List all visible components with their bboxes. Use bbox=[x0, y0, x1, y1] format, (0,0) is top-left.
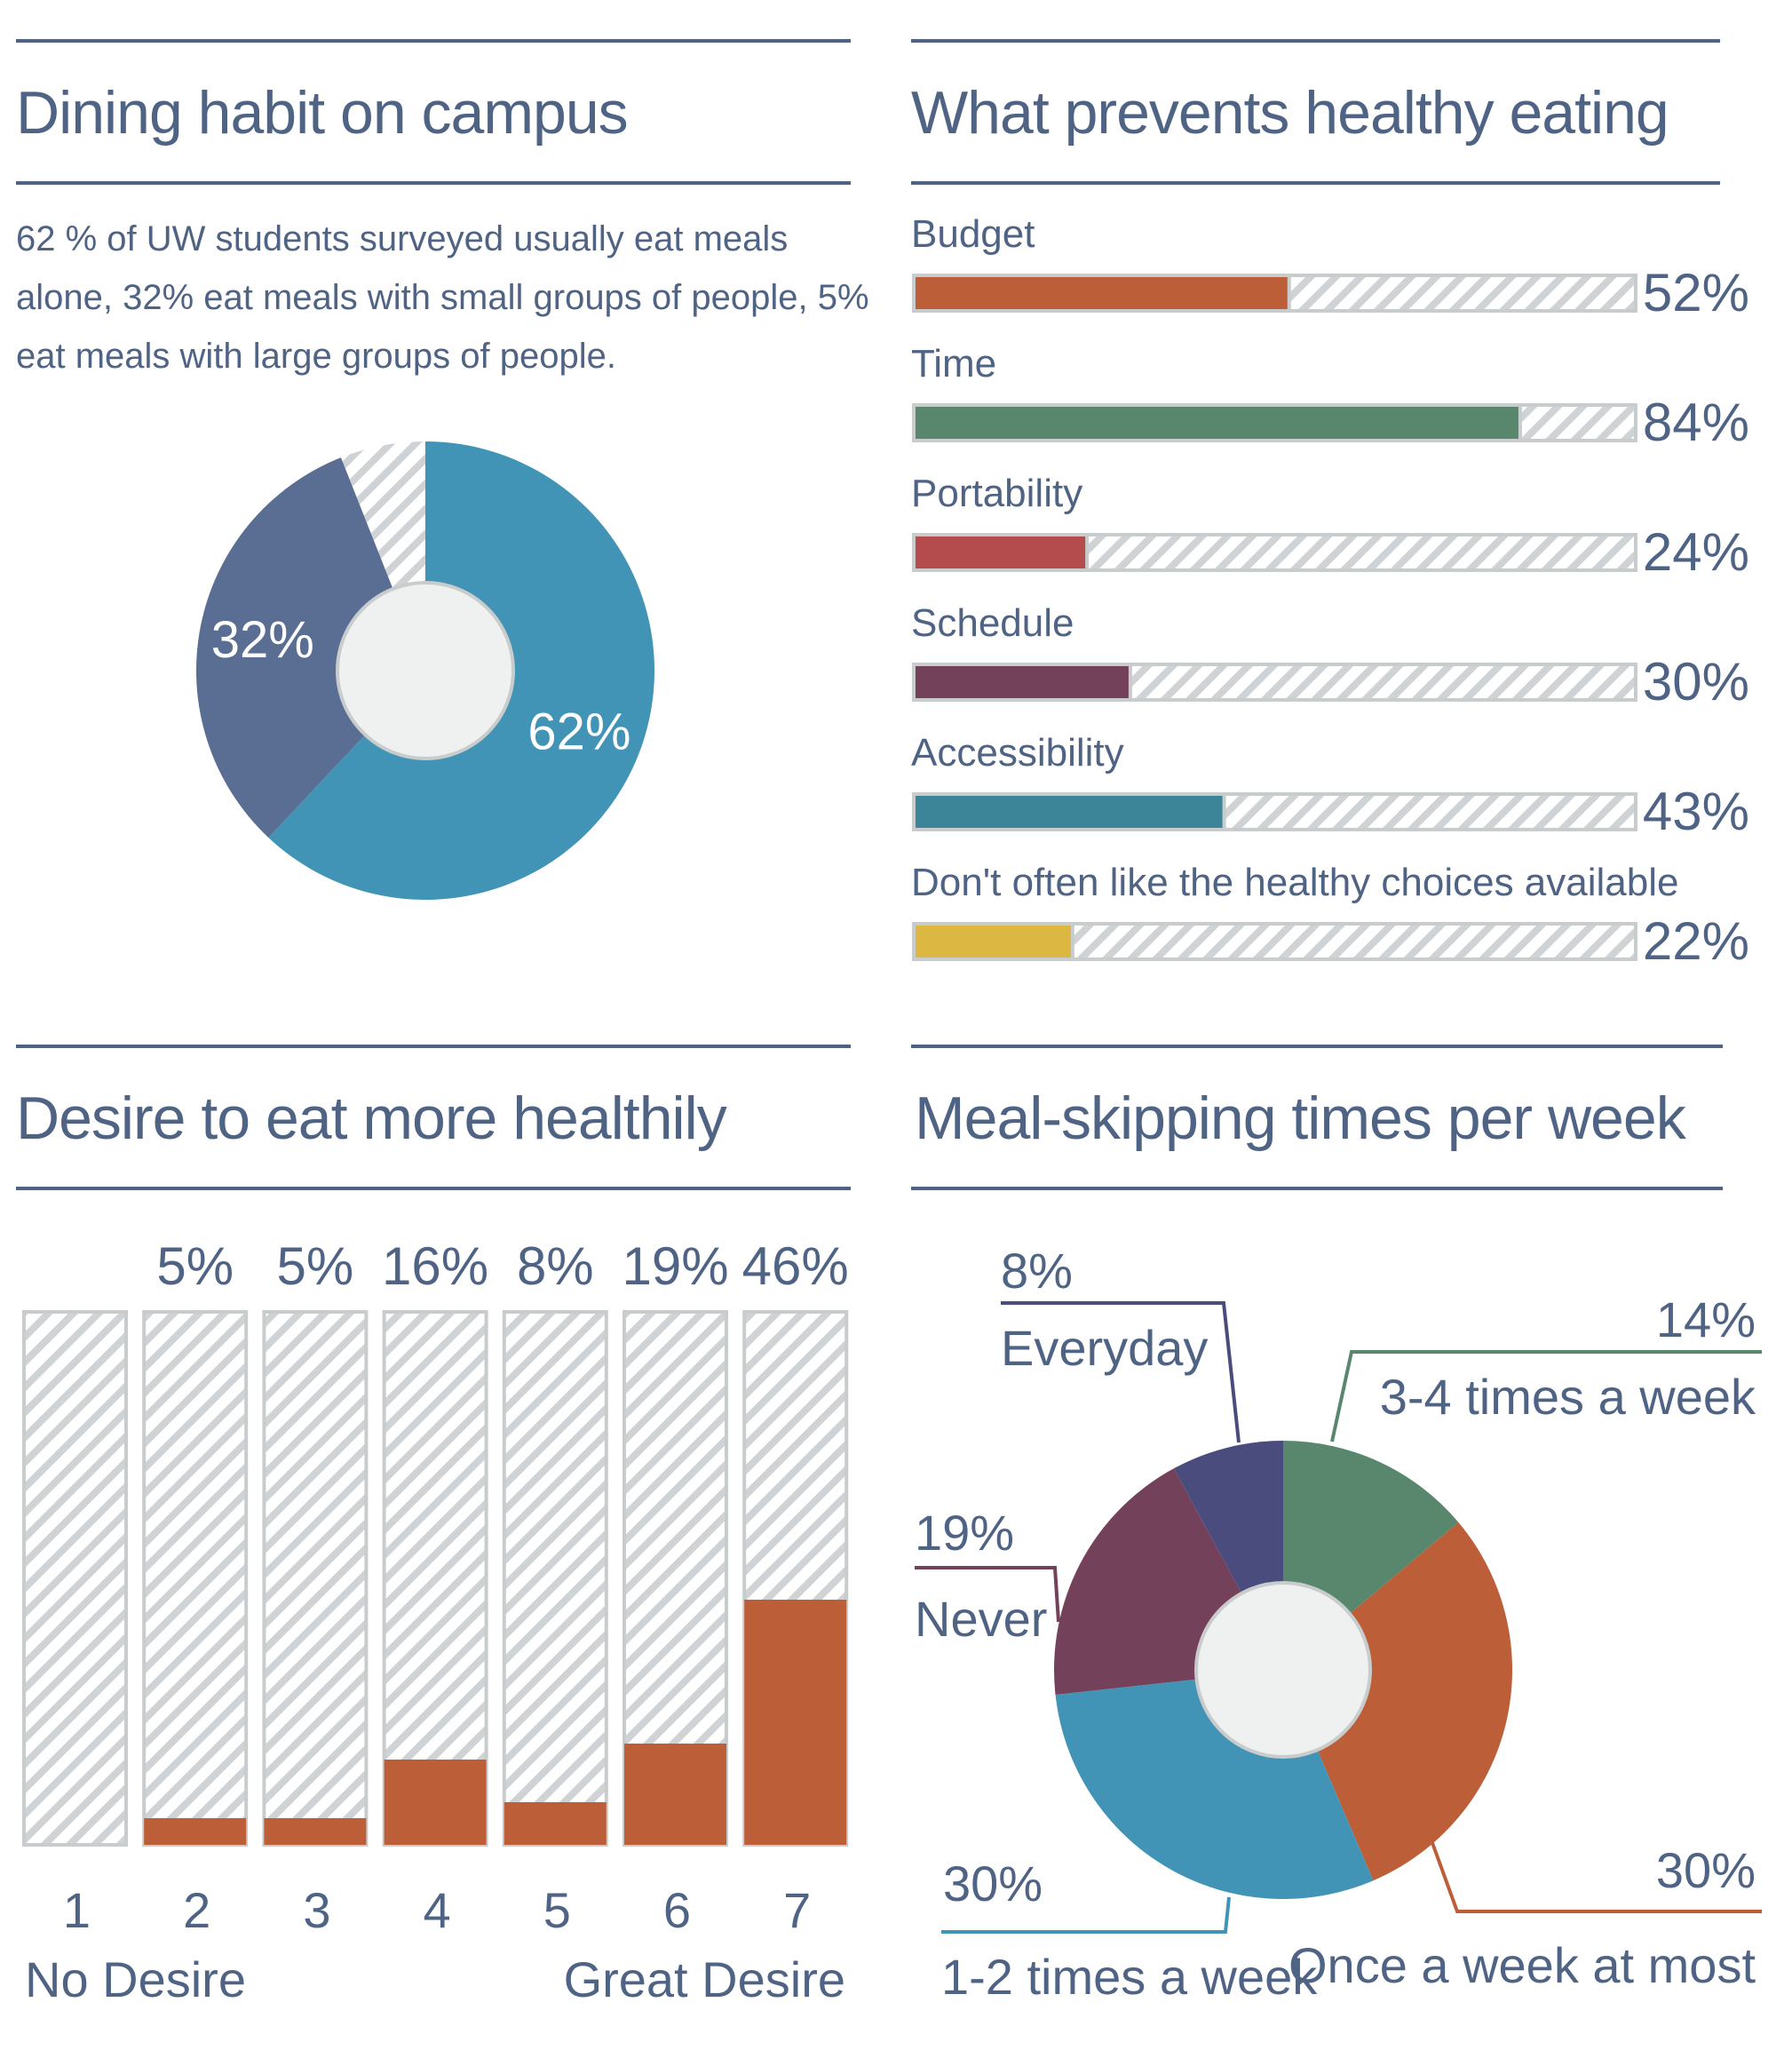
bar-label-5: Don't often like the healthy choices ava… bbox=[911, 861, 1679, 904]
scale-high-label: Great Desire bbox=[564, 1951, 845, 2007]
dining-desc-line-2: alone, 32% eat meals with small groups o… bbox=[16, 278, 869, 317]
meal-skipping-name-2: 1-2 times a week bbox=[941, 1949, 1318, 2005]
desire-bar-3 bbox=[264, 1818, 367, 1845]
bar-value-0: 52% bbox=[1643, 263, 1749, 322]
meal-skipping-leader-3 bbox=[915, 1566, 1060, 1623]
meal-skipping-panel: Meal-skipping times per week 14% 3-4 time… bbox=[911, 1045, 1762, 2005]
bar-label-2: Portability bbox=[911, 472, 1082, 515]
desire-value-6: 19% bbox=[622, 1236, 728, 1296]
meal-skipping-name-3: Never bbox=[915, 1591, 1047, 1647]
prevents-bars: Budget 52% Time 84% Portability 24% Schedule 30… bbox=[911, 212, 1749, 971]
bar-label-3: Schedule bbox=[911, 601, 1074, 645]
meal-skipping-pct-4: 8% bbox=[1001, 1243, 1073, 1299]
dining-desc-line-1: 62 % of UW students surveyed usually eat… bbox=[16, 219, 788, 258]
bar-label-0: Budget bbox=[911, 212, 1035, 256]
desire-value-3: 5% bbox=[277, 1236, 354, 1296]
meal-skipping-name-4: Everyday bbox=[1001, 1320, 1208, 1376]
bar-fill-2 bbox=[912, 533, 1090, 572]
desire-bars: 1 5% 2 5% 3 16% 4 8% 5 19% 6 46% 7 bbox=[22, 1236, 849, 1938]
dining-title: Dining habit on campus bbox=[16, 79, 628, 147]
prevents-title: What prevents healthy eating bbox=[911, 79, 1669, 147]
scale-low-label: No Desire bbox=[25, 1951, 246, 2007]
dining-donut: 62% 32% bbox=[195, 441, 654, 900]
meal-skipping-pct-2: 30% bbox=[943, 1855, 1043, 1911]
dining-slice-label-1: 32% bbox=[211, 611, 314, 669]
meal-skipping-pct-0: 14% bbox=[1656, 1291, 1756, 1347]
dining-habit-panel: Dining habit on campus 62 % of UW studen… bbox=[16, 39, 869, 900]
bar-label-1: Time bbox=[911, 342, 996, 385]
desire-category-2: 2 bbox=[183, 1882, 210, 1938]
dining-center-hole bbox=[336, 581, 515, 760]
meal-skipping-name-0: 3-4 times a week bbox=[1380, 1369, 1756, 1425]
desire-panel: Desire to eat more healthily 1 5% 2 5% 3 16% 4… bbox=[16, 1045, 851, 2007]
desire-category-5: 5 bbox=[543, 1882, 571, 1938]
desire-bar-4 bbox=[384, 1760, 487, 1845]
bar-value-4: 43% bbox=[1643, 782, 1749, 841]
desire-track-3 bbox=[262, 1310, 369, 1847]
bar-fill-0 bbox=[912, 274, 1291, 313]
dining-slice-1 bbox=[195, 457, 425, 838]
desire-track-2 bbox=[142, 1310, 249, 1847]
meal-skipping-pct-3: 19% bbox=[915, 1505, 1014, 1561]
meal-skipping-name-1: Once a week at most bbox=[1288, 1937, 1756, 1993]
meal-skipping-slice-1 bbox=[1283, 1522, 1512, 1881]
desire-category-7: 7 bbox=[783, 1882, 811, 1938]
desire-value-5: 8% bbox=[517, 1236, 594, 1296]
meal-skipping-center-hole bbox=[1194, 1581, 1372, 1759]
desire-title: Desire to eat more healthily bbox=[16, 1085, 727, 1152]
meal-skipping-donut bbox=[1053, 1441, 1512, 1899]
bar-value-5: 22% bbox=[1643, 911, 1749, 971]
desire-category-6: 6 bbox=[663, 1882, 691, 1938]
desire-bar-2 bbox=[144, 1818, 247, 1845]
dining-slice-label-0: 62% bbox=[527, 703, 630, 761]
bar-label-4: Accessibility bbox=[911, 731, 1124, 775]
desire-category-3: 3 bbox=[303, 1882, 330, 1938]
desire-bar-7 bbox=[744, 1600, 847, 1845]
bar-fill-1 bbox=[912, 403, 1522, 442]
meal-skipping-leader-0 bbox=[1330, 1350, 1762, 1442]
desire-value-7: 46% bbox=[742, 1236, 849, 1296]
desire-value-4: 16% bbox=[382, 1236, 488, 1296]
desire-value-2: 5% bbox=[156, 1236, 234, 1296]
bar-value-3: 30% bbox=[1643, 652, 1749, 711]
dining-desc-line-3: eat meals with large groups of people. bbox=[16, 337, 616, 376]
desire-bar-5 bbox=[504, 1802, 607, 1845]
meal-skipping-leader-2 bbox=[941, 1896, 1231, 1934]
meal-skipping-leader-4 bbox=[1001, 1301, 1241, 1443]
meal-skipping-leader-1 bbox=[1430, 1839, 1762, 1913]
prevents-panel: What prevents healthy eating Budget 52% Ti… bbox=[911, 39, 1749, 971]
desire-track-5 bbox=[502, 1310, 608, 1847]
bar-value-2: 24% bbox=[1643, 522, 1749, 582]
meal-skipping-pct-1: 30% bbox=[1656, 1842, 1756, 1898]
desire-category-1: 1 bbox=[63, 1882, 91, 1938]
meal-skipping-labels: 14% 3-4 times a week 30% Once a week at mos… bbox=[915, 1243, 1762, 2005]
desire-track-1 bbox=[22, 1310, 128, 1847]
desire-category-4: 4 bbox=[424, 1882, 451, 1938]
meal-skipping-title: Meal-skipping times per week bbox=[915, 1085, 1687, 1152]
desire-track-4 bbox=[382, 1310, 488, 1847]
bar-fill-4 bbox=[912, 792, 1226, 831]
desire-bar-6 bbox=[624, 1744, 726, 1845]
bar-fill-5 bbox=[912, 922, 1074, 961]
bar-fill-3 bbox=[912, 663, 1132, 702]
bar-value-1: 84% bbox=[1643, 393, 1749, 452]
